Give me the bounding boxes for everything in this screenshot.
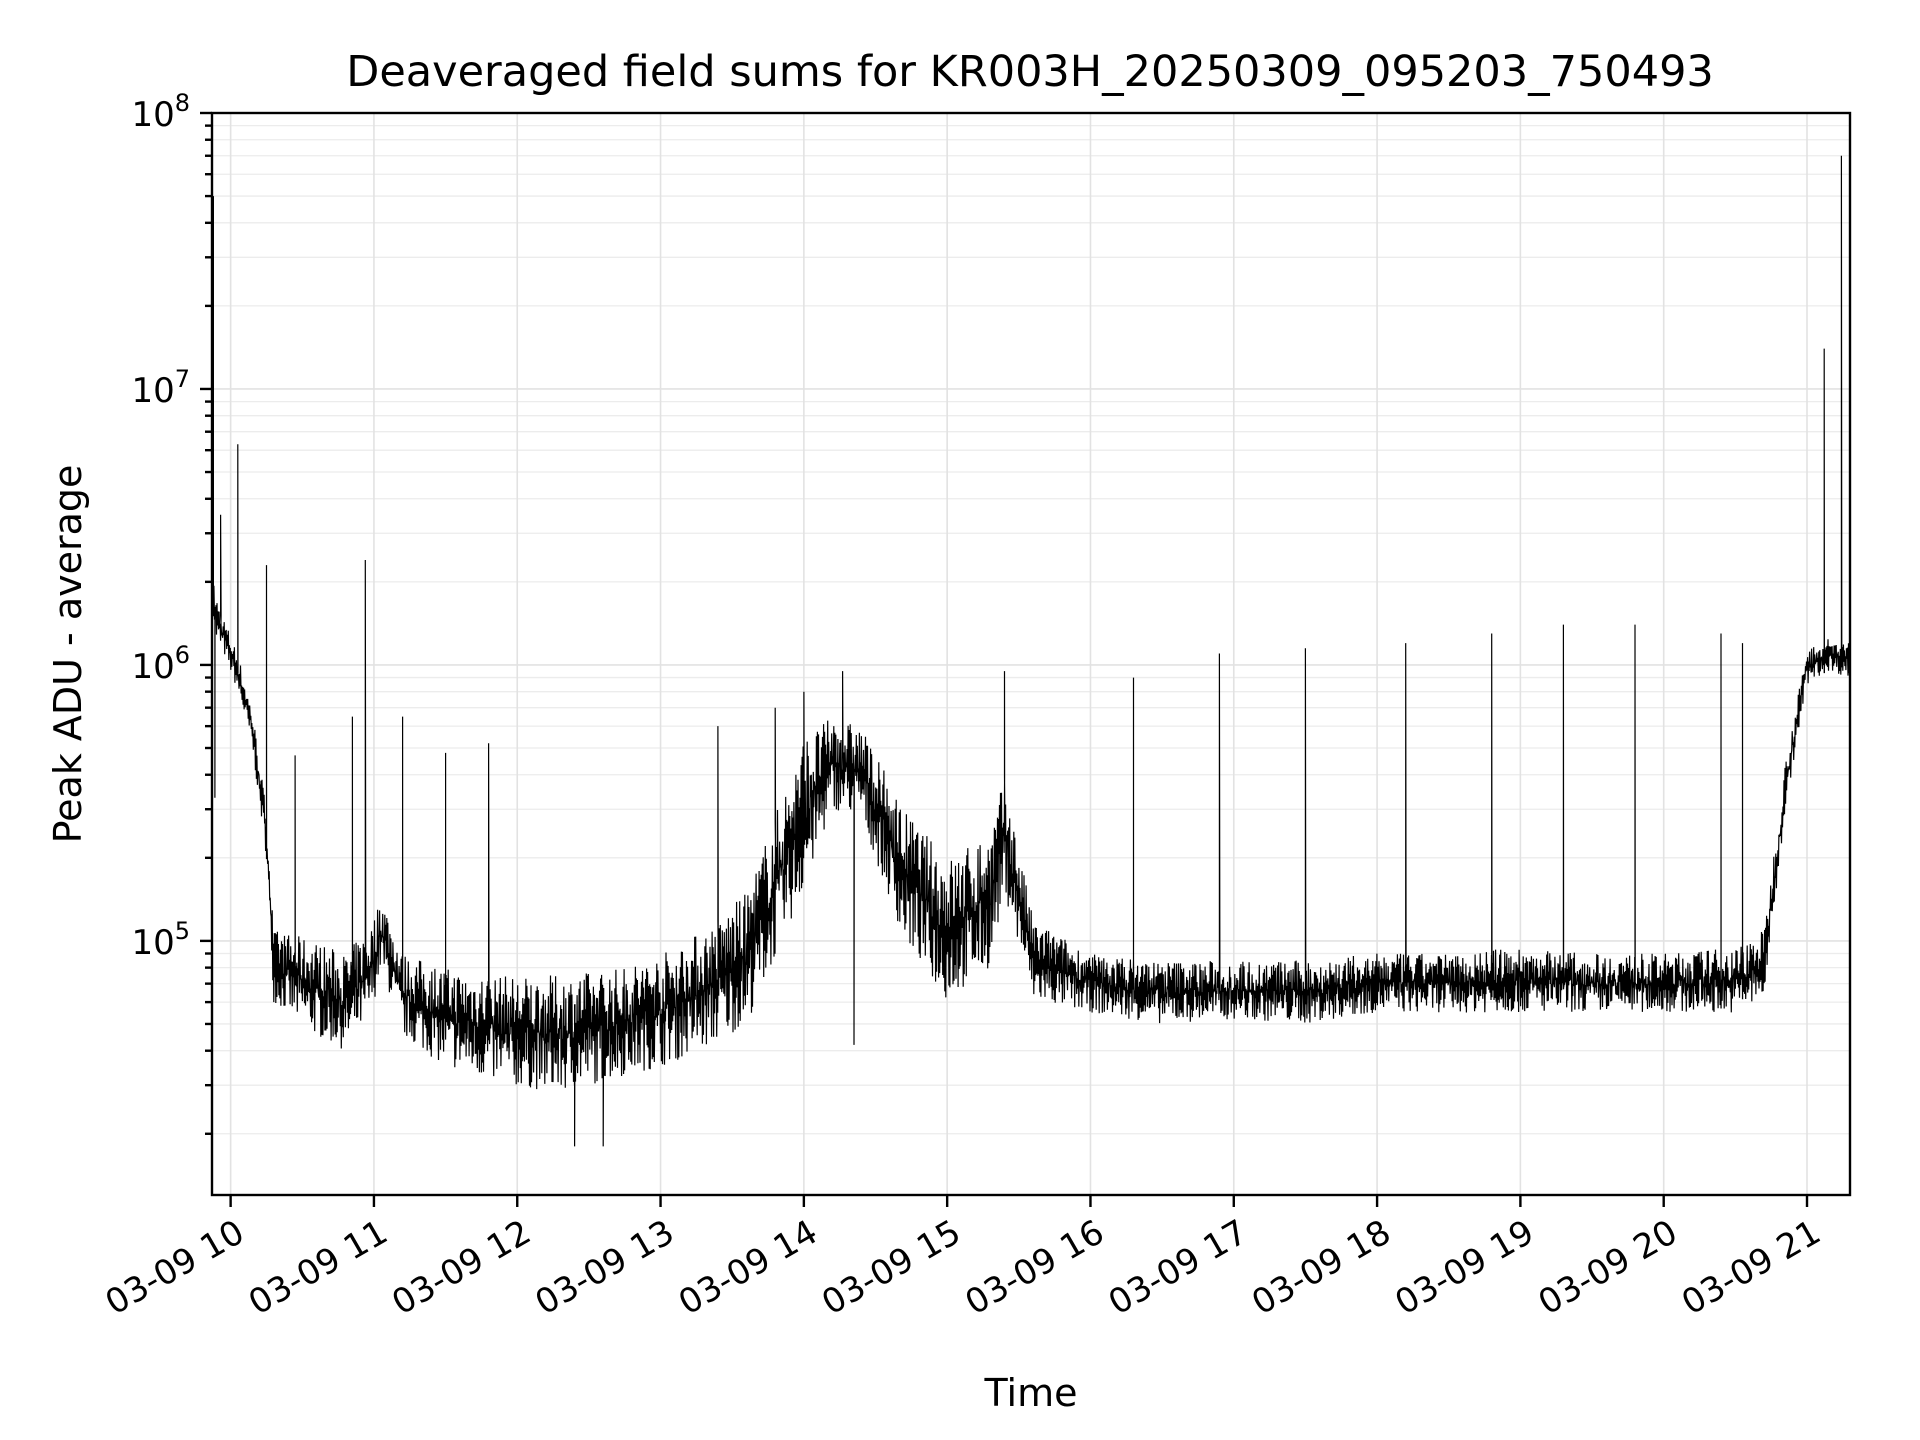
x-axis-label: Time xyxy=(984,1371,1078,1415)
x-tick-label: 03-09 11 xyxy=(242,1212,394,1323)
x-tick-label: 03-09 14 xyxy=(672,1212,824,1323)
x-tick-label: 03-09 17 xyxy=(1102,1212,1254,1323)
x-tick-label: 03-09 12 xyxy=(385,1212,537,1323)
plot-frame xyxy=(210,111,1852,1197)
x-tick-label: 03-09 13 xyxy=(529,1212,681,1323)
y-tick-label: 106 xyxy=(131,641,190,687)
y-tick-label: 108 xyxy=(131,89,190,135)
x-tick-label: 03-09 10 xyxy=(99,1212,251,1323)
x-tick-label: 03-09 20 xyxy=(1532,1212,1684,1323)
x-tick-label: 03-09 21 xyxy=(1675,1212,1827,1323)
x-tick-label: 03-09 15 xyxy=(815,1212,967,1323)
series-layer xyxy=(212,155,1851,1147)
x-tick-label: 03-09 18 xyxy=(1245,1212,1397,1323)
y-axis: 105 106 107 108 xyxy=(131,89,212,1135)
y-axis-label: Peak ADU - average xyxy=(46,465,90,844)
series-line-0 xyxy=(212,155,1851,1147)
y-tick-label: 105 xyxy=(131,917,190,963)
y-tick-label: 107 xyxy=(131,365,190,411)
chart-title: Deaveraged field sums for KR003H_2025030… xyxy=(346,47,1714,97)
x-tick-label: 03-09 19 xyxy=(1389,1212,1541,1323)
x-tick-label: 03-09 16 xyxy=(959,1212,1111,1323)
